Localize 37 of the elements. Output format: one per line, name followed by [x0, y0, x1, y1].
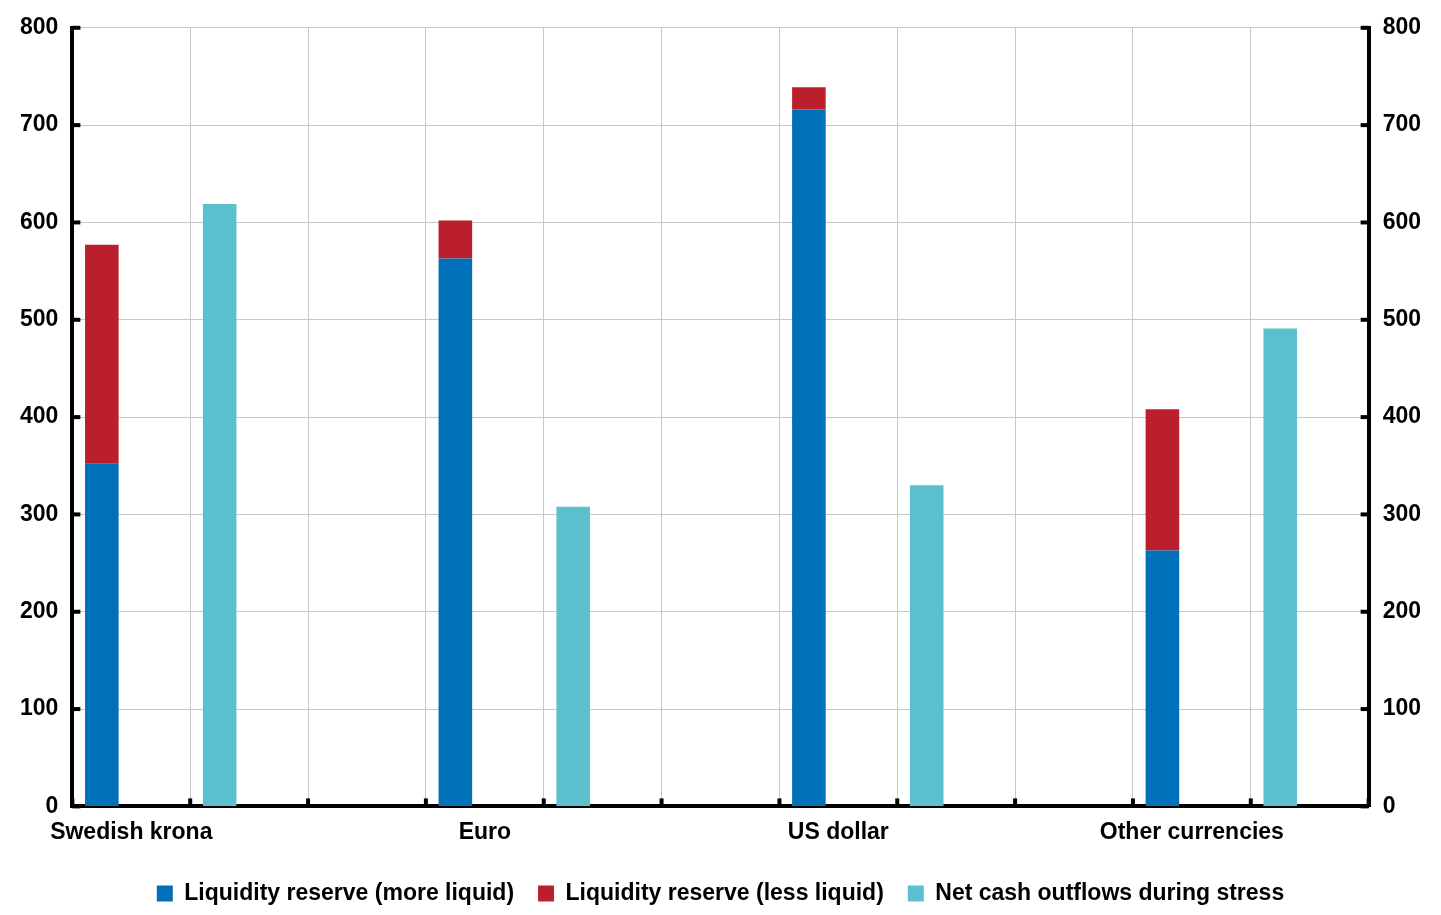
- x-tick-label: Swedish krona: [50, 817, 213, 844]
- y2-tick-label: 400: [1382, 402, 1421, 429]
- x-tick-label: Other currencies: [1099, 817, 1284, 844]
- y-tick-label: 500: [20, 305, 59, 332]
- bar: [792, 87, 826, 110]
- legend-label: Liquidity reserve (more liquid): [184, 878, 515, 905]
- x-tick-label: US dollar: [787, 817, 889, 844]
- y2-tick-label: 300: [1382, 499, 1421, 526]
- bar: [792, 109, 826, 806]
- y-tick-label: 700: [20, 110, 59, 137]
- y-tick-label: 600: [20, 207, 59, 234]
- bar: [85, 244, 119, 464]
- bar: [438, 220, 473, 259]
- y2-tick-label: 0: [1382, 791, 1396, 818]
- y-tick-label: 300: [20, 499, 59, 526]
- y2-tick-label: 800: [1382, 13, 1421, 40]
- y2-tick-label: 600: [1382, 207, 1421, 234]
- bar: [556, 506, 590, 806]
- y-tick-label: 100: [20, 694, 59, 721]
- legend-label: Net cash outflows during stress: [935, 878, 1285, 905]
- y-tick-label: 200: [20, 597, 59, 624]
- bar: [202, 203, 237, 806]
- bar: [85, 463, 119, 806]
- x-tick-label: Euro: [458, 817, 512, 844]
- bar: [1263, 328, 1298, 806]
- y2-tick-label: 100: [1382, 694, 1421, 721]
- y2-tick-label: 500: [1382, 305, 1421, 332]
- y2-tick-label: 700: [1382, 110, 1421, 137]
- bar: [1145, 550, 1180, 806]
- y2-tick-label: 200: [1382, 597, 1421, 624]
- bar: [438, 258, 473, 806]
- bar: [909, 485, 944, 806]
- y-tick-label: 0: [45, 791, 59, 818]
- legend-label: Liquidity reserve (less liquid): [565, 878, 884, 905]
- bar: [1145, 409, 1180, 551]
- y-tick-label: 400: [20, 402, 59, 429]
- y-tick-label: 800: [20, 13, 59, 40]
